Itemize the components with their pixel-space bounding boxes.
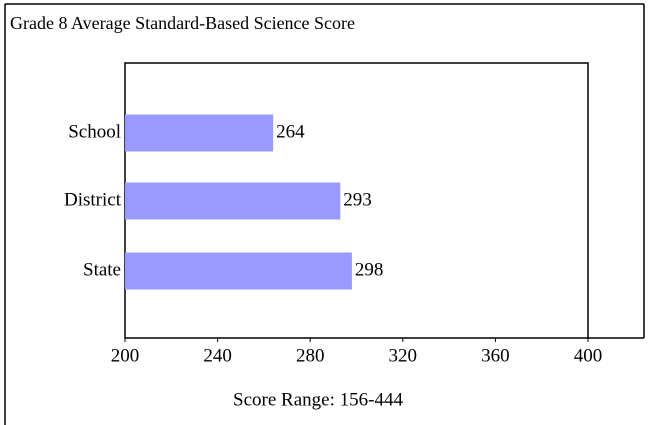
x-tick-label: 240 bbox=[203, 345, 232, 366]
bar bbox=[125, 114, 274, 152]
data-label: 293 bbox=[343, 189, 372, 210]
y-tick-label: District bbox=[64, 189, 122, 210]
y-tick-label: State bbox=[83, 259, 121, 280]
data-label: 298 bbox=[355, 259, 384, 280]
x-tick-label: 280 bbox=[296, 345, 325, 366]
y-tick-label: School bbox=[68, 121, 121, 142]
chart-title: Grade 8 Average Standard-Based Science S… bbox=[10, 13, 355, 33]
bar bbox=[125, 252, 352, 290]
x-tick-label: 360 bbox=[481, 345, 510, 366]
bar bbox=[125, 182, 341, 220]
x-tick-label: 200 bbox=[111, 345, 140, 366]
data-label: 264 bbox=[276, 121, 305, 142]
x-axis-label: Score Range: 156-444 bbox=[233, 389, 403, 410]
x-tick-label: 400 bbox=[574, 345, 603, 366]
x-tick-label: 320 bbox=[389, 345, 418, 366]
